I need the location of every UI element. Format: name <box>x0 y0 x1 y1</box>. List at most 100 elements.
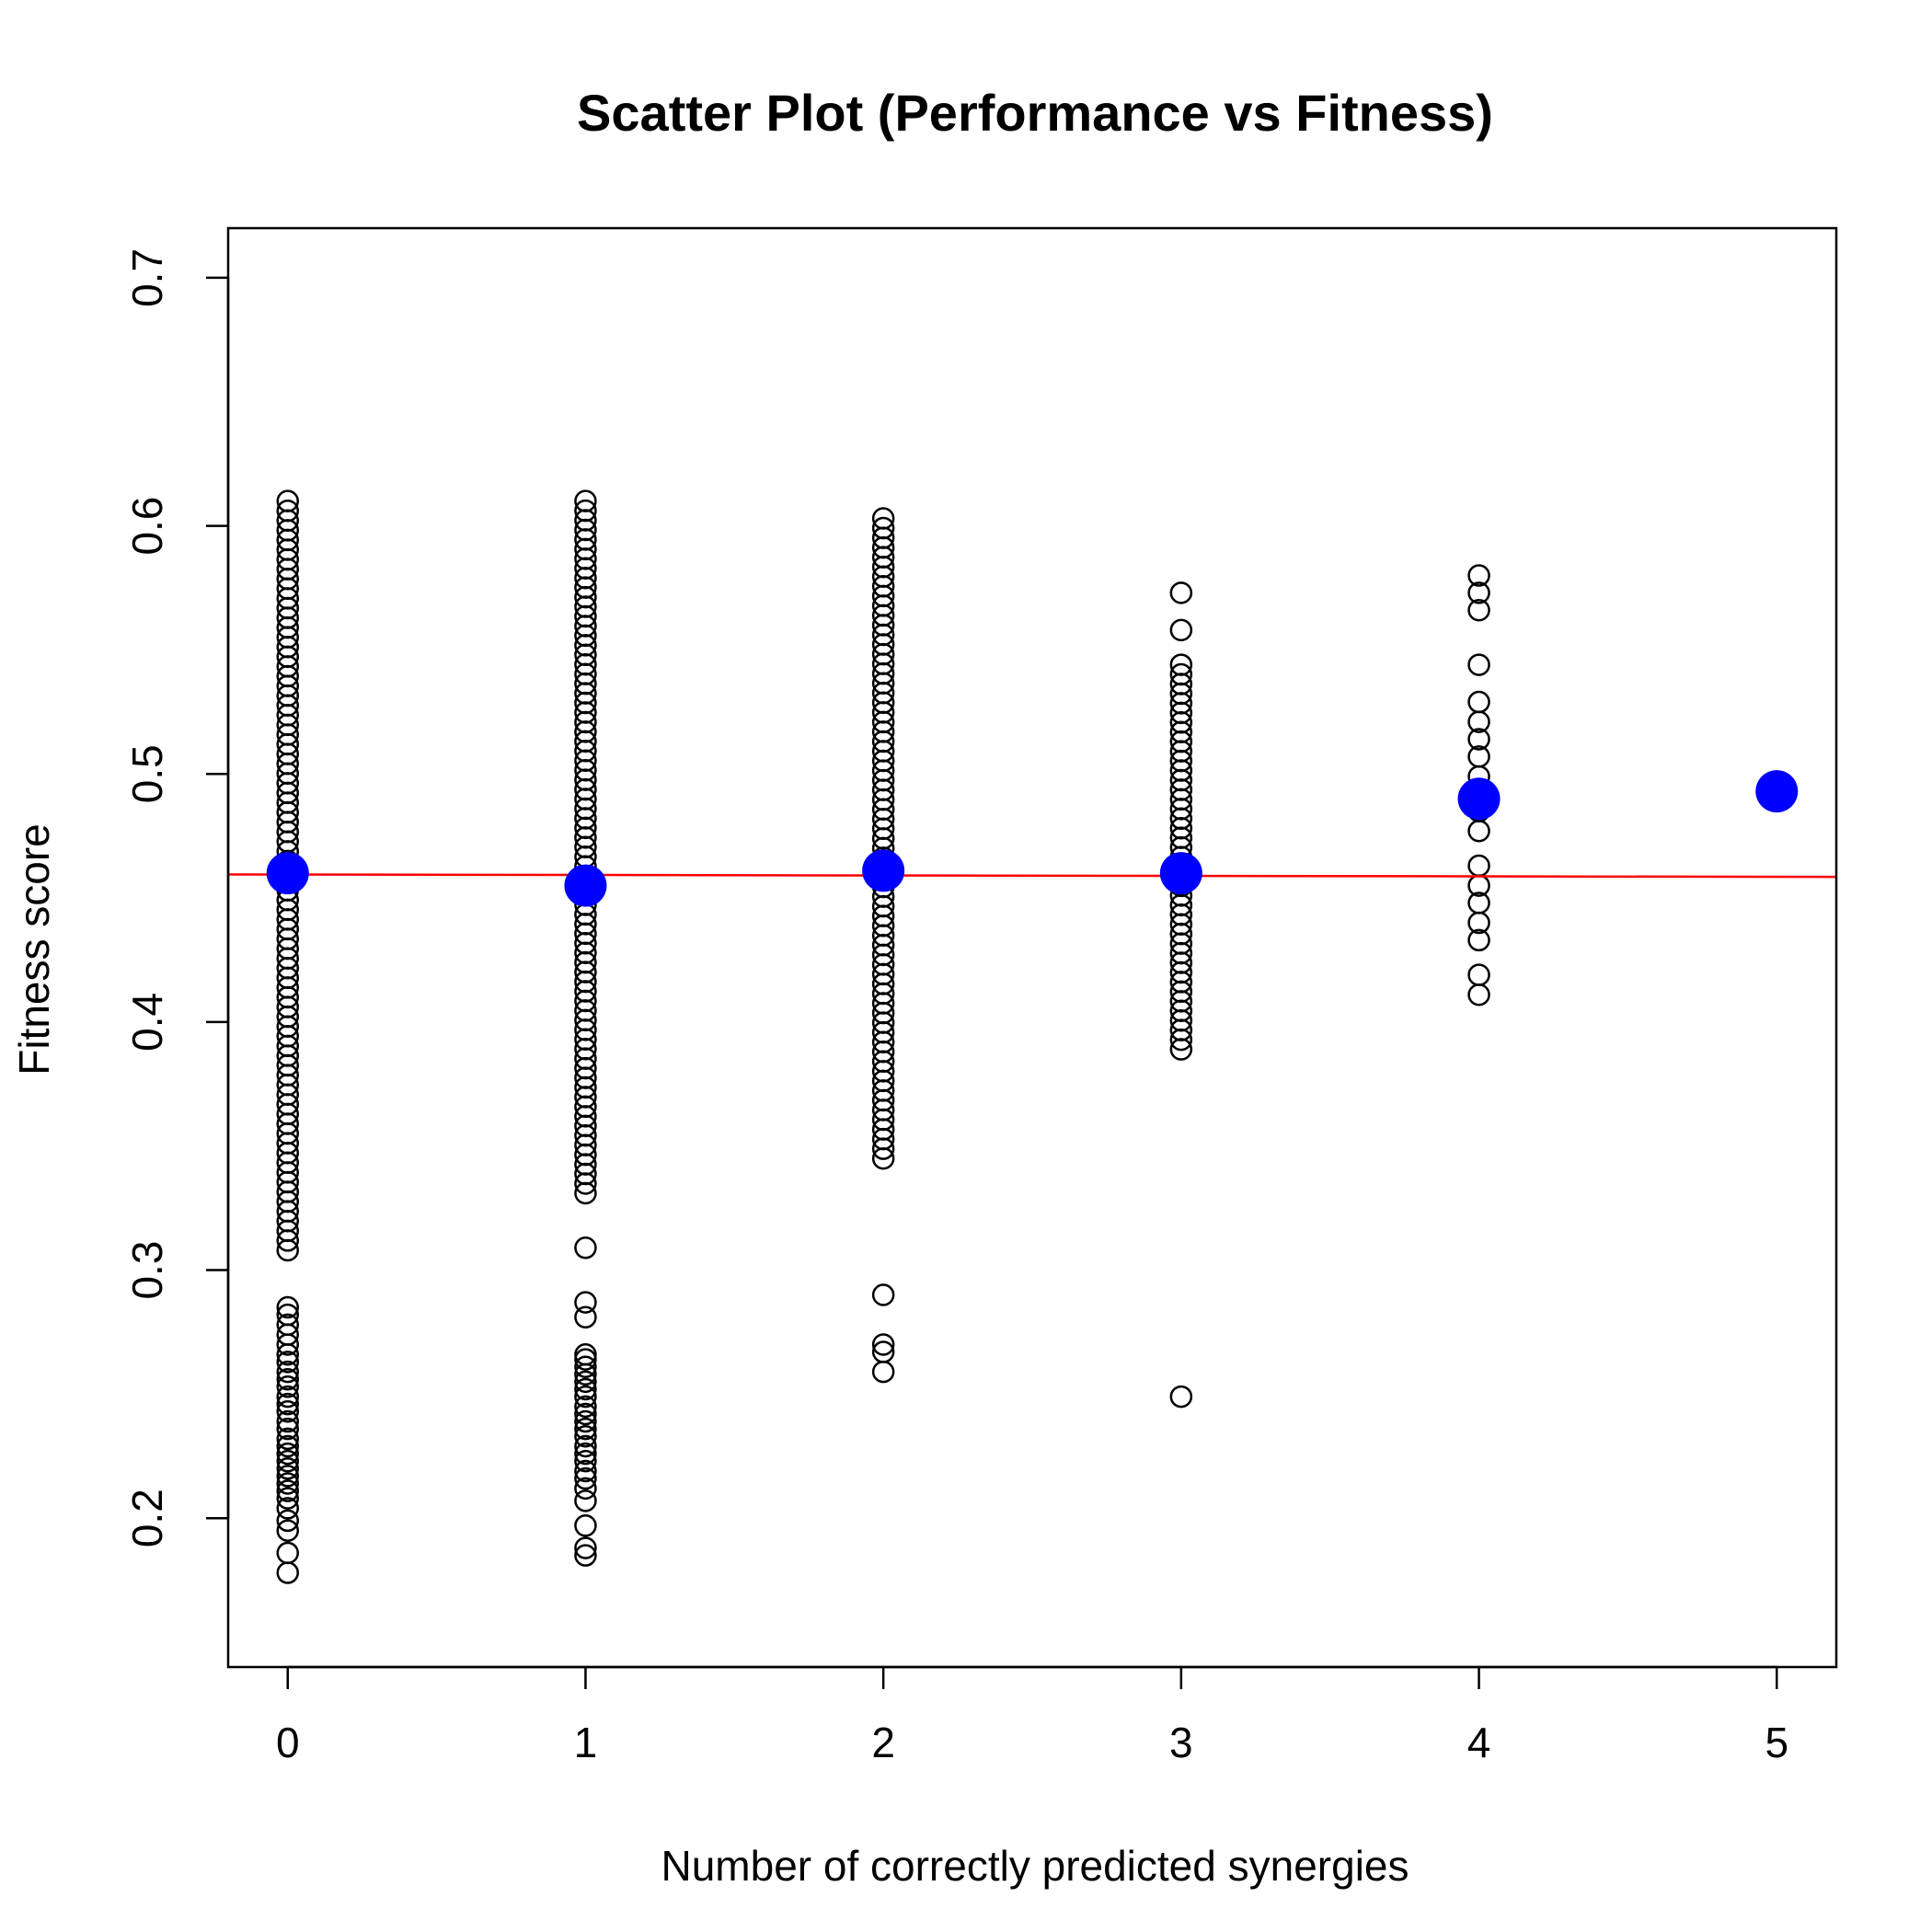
data-point <box>276 1295 299 1319</box>
trend-line <box>227 873 1837 879</box>
data-point <box>1169 581 1193 604</box>
data-point <box>276 1541 299 1565</box>
data-point <box>574 1395 597 1419</box>
data-point <box>276 1449 299 1473</box>
data-point <box>1467 581 1490 604</box>
data-point <box>574 1466 597 1490</box>
data-point <box>276 499 299 523</box>
data-point <box>1467 653 1490 676</box>
data-point <box>1467 745 1490 768</box>
mean-point <box>266 852 309 895</box>
mean-points <box>266 770 1799 907</box>
mean-point <box>564 864 607 907</box>
data-point <box>574 1514 597 1537</box>
data-point <box>574 1377 597 1401</box>
x-tick-label: 4 <box>1467 1719 1491 1766</box>
data-point <box>276 1392 299 1416</box>
data-point <box>871 507 895 530</box>
data-point <box>276 1367 299 1391</box>
y-axis: 0.2 0.3 0.4 0.5 0.6 0.7 <box>123 248 230 1547</box>
x-tick-label: 5 <box>1765 1719 1788 1766</box>
y-tick-label: 0.4 <box>123 993 171 1052</box>
data-point <box>276 1351 299 1374</box>
data-point <box>276 1442 299 1466</box>
data-point <box>1169 1385 1193 1409</box>
data-point <box>276 1417 299 1441</box>
data-point <box>276 1434 299 1458</box>
data-point <box>1169 618 1193 642</box>
x-tick-label: 3 <box>1169 1719 1193 1766</box>
data-point <box>276 1385 299 1409</box>
data-point <box>276 1465 299 1488</box>
data-point <box>276 1472 299 1495</box>
mean-point <box>1457 777 1501 821</box>
data-point <box>1467 928 1490 952</box>
y-tick-label: 0.6 <box>123 497 171 556</box>
data-point <box>574 1459 597 1483</box>
data-point <box>276 489 299 512</box>
chart-title: Scatter Plot (Performance vs Fitness) <box>577 84 1493 142</box>
x-tick-label: 1 <box>574 1719 598 1766</box>
y-axis-label: Fitness score <box>10 823 58 1075</box>
data-point <box>574 1477 597 1501</box>
data-point <box>276 1313 299 1337</box>
data-point <box>1169 653 1193 676</box>
data-point <box>1467 599 1490 622</box>
trend-line-layer <box>227 873 1837 879</box>
data-point <box>1467 728 1490 751</box>
data-point <box>1467 891 1490 914</box>
y-tick-label: 0.7 <box>123 248 171 307</box>
data-point <box>574 1305 597 1329</box>
data-point <box>276 1303 299 1327</box>
data-point <box>574 1402 597 1426</box>
data-point <box>871 1333 895 1356</box>
data-point <box>871 1340 895 1363</box>
data-point <box>276 1497 299 1520</box>
data-point <box>276 1519 299 1542</box>
data-point <box>574 1489 597 1512</box>
data-point <box>276 1457 299 1480</box>
y-tick-label: 0.5 <box>123 744 171 803</box>
x-axis-label: Number of correctly predicted synergies <box>661 1842 1409 1890</box>
data-point <box>574 1417 597 1441</box>
data-point <box>276 1509 299 1533</box>
data-point <box>276 1479 299 1502</box>
data-point <box>574 1536 597 1559</box>
data-point <box>574 1409 597 1433</box>
data-point <box>871 1283 895 1306</box>
data-point <box>276 1427 299 1451</box>
data-point <box>574 1442 597 1466</box>
data-point <box>1467 963 1490 986</box>
data-point <box>574 1236 597 1259</box>
data-point <box>1467 690 1490 714</box>
mean-point <box>1755 770 1799 813</box>
data-point <box>574 1434 597 1458</box>
data-point <box>574 1385 597 1409</box>
data-point <box>1169 662 1193 686</box>
data-point <box>574 1355 597 1378</box>
data-points <box>276 489 1490 1584</box>
data-point <box>276 1375 299 1398</box>
data-point <box>276 1487 299 1510</box>
x-tick-label: 0 <box>276 1719 300 1766</box>
data-point <box>574 1544 597 1567</box>
y-tick-label: 0.2 <box>123 1489 171 1547</box>
data-point <box>574 1370 597 1394</box>
mean-point <box>1159 852 1202 895</box>
x-axis: 0 1 2 3 4 5 <box>276 1665 1788 1766</box>
y-tick-label: 0.3 <box>123 1241 171 1300</box>
x-tick-label: 2 <box>871 1719 895 1766</box>
data-point <box>276 1409 299 1433</box>
data-point <box>276 1400 299 1423</box>
data-point <box>574 489 597 512</box>
data-point <box>276 1360 299 1384</box>
data-point <box>1467 564 1490 587</box>
data-point <box>574 1291 597 1314</box>
data-point <box>574 1342 597 1366</box>
data-point <box>871 516 895 540</box>
data-point <box>574 499 597 523</box>
data-point <box>574 1449 597 1473</box>
mean-point <box>862 849 905 892</box>
